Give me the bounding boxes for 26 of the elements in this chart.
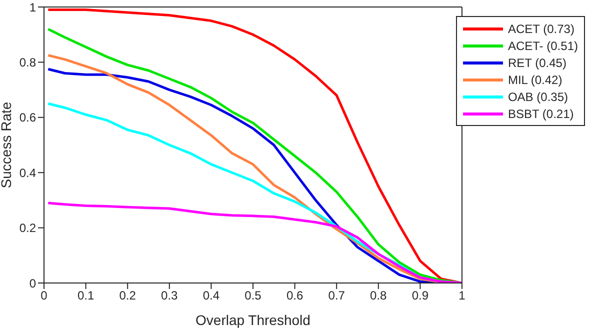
x-tick-label: 1 [458,288,466,303]
x-tick-label: 0.9 [412,288,429,303]
x-tick-label: 0.8 [370,288,388,303]
x-tick-label: 0.7 [328,288,346,303]
y-tick-label: 1 [29,0,36,14]
y-tick-label: 0.8 [19,55,36,70]
legend-label: ACET (0.73) [508,22,574,36]
x-axis-title: Overlap Threshold [196,312,310,328]
y-tick-label: 0.6 [19,110,36,125]
x-tick-label: 0.3 [161,288,178,303]
x-tick-label: 0.4 [202,288,220,303]
x-tick-label: 0.2 [119,288,136,303]
y-tick-label: 0.4 [19,166,36,180]
y-tick-label: 0 [29,276,36,290]
legend-label: RET (0.45) [508,56,566,70]
legend-label: MIL (0.42) [508,72,562,86]
line-series [46,202,462,283]
y-tick-label: 0.2 [19,221,36,236]
legend-label: OAB (0.35) [508,90,568,104]
x-tick-label: 0.6 [286,288,304,303]
legend-label: BSBT (0.21) [508,106,574,120]
x-tick-label: 0.1 [77,288,94,303]
legend-label: ACET- (0.51) [508,38,578,52]
x-tick-label: 0.5 [244,288,262,303]
x-tick-label: 0 [40,288,48,303]
y-axis-title: Success Rate [0,102,14,188]
